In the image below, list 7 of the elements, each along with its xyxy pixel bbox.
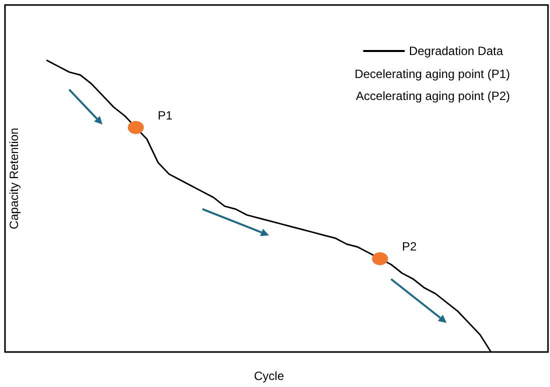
annotation: P2 xyxy=(402,240,418,254)
legend-label: Degradation Data xyxy=(408,44,504,58)
x-axis-title: Cycle xyxy=(254,369,284,383)
y-axis-title: Capacity Retention xyxy=(7,128,21,230)
annotation: Accelerating aging point (P2) xyxy=(356,89,510,103)
annotation: P1 xyxy=(158,108,173,122)
annotation: Decelerating aging point (P1) xyxy=(354,67,510,81)
